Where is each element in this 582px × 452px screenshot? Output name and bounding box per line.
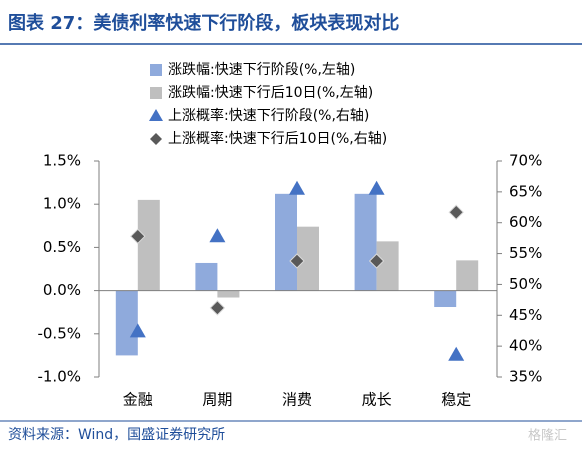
x-tick-label: 金融 <box>123 391 153 409</box>
y2-tick-label: 65% <box>509 182 542 200</box>
legend-swatch <box>150 64 162 76</box>
x-tick-label: 周期 <box>202 391 232 409</box>
legend-swatch <box>150 133 162 145</box>
y2-tick-label: 35% <box>509 368 542 386</box>
watermark: 格隆汇 <box>528 428 567 444</box>
bar <box>217 290 240 298</box>
legend-label: 上涨概率:快速下行阶段(%,右轴) <box>168 107 369 124</box>
x-tick-label: 成长 <box>362 391 392 409</box>
legend-label: 涨跌幅:快速下行后10日(%,左轴) <box>168 85 373 101</box>
diamond-marker <box>130 228 146 244</box>
triangle-marker <box>289 180 305 195</box>
y2-tick-label: 50% <box>509 275 542 293</box>
legend-swatch <box>149 109 163 121</box>
bar <box>354 193 377 291</box>
y2-tick-label: 60% <box>509 213 542 231</box>
bar <box>376 241 399 291</box>
bar <box>434 290 457 308</box>
bar <box>115 290 138 356</box>
bar <box>137 199 160 291</box>
bar <box>456 260 479 291</box>
y2-tick-label: 55% <box>509 244 542 262</box>
legend-swatch <box>150 87 162 99</box>
diamond-marker <box>448 204 464 220</box>
x-tick-label: 稳定 <box>441 391 471 409</box>
source: 资料来源：Wind，国盛证券研究所 <box>8 427 225 443</box>
y-tick-label: -0.5% <box>37 324 81 342</box>
legend-label: 涨跌幅:快速下行阶段(%,左轴) <box>168 62 355 78</box>
chart-title: 图表 27：美债利率快速下行阶段，板块表现对比 <box>8 12 399 34</box>
triangle-marker <box>448 346 465 361</box>
diamond-marker <box>368 253 385 269</box>
y-tick-label: 1.0% <box>43 195 81 213</box>
y2-tick-label: 45% <box>509 306 542 324</box>
diamond-marker <box>289 253 305 269</box>
diamond-marker <box>209 300 226 316</box>
y2-tick-label: 70% <box>509 152 542 170</box>
x-tick-label: 消费 <box>282 391 312 409</box>
y-tick-label: 0.5% <box>43 238 81 256</box>
triangle-marker <box>129 323 146 338</box>
y2-tick-label: 40% <box>509 337 542 355</box>
triangle-marker <box>209 228 226 243</box>
legend-label: 上涨概率:快速下行后10日(%,右轴) <box>168 130 387 147</box>
bar <box>195 262 218 291</box>
y-tick-label: 0.0% <box>43 281 81 299</box>
bar <box>297 226 319 291</box>
bar <box>275 193 297 291</box>
triangle-marker <box>368 180 385 195</box>
y-tick-label: 1.5% <box>43 152 81 170</box>
y-tick-label: -1.0% <box>37 368 81 386</box>
